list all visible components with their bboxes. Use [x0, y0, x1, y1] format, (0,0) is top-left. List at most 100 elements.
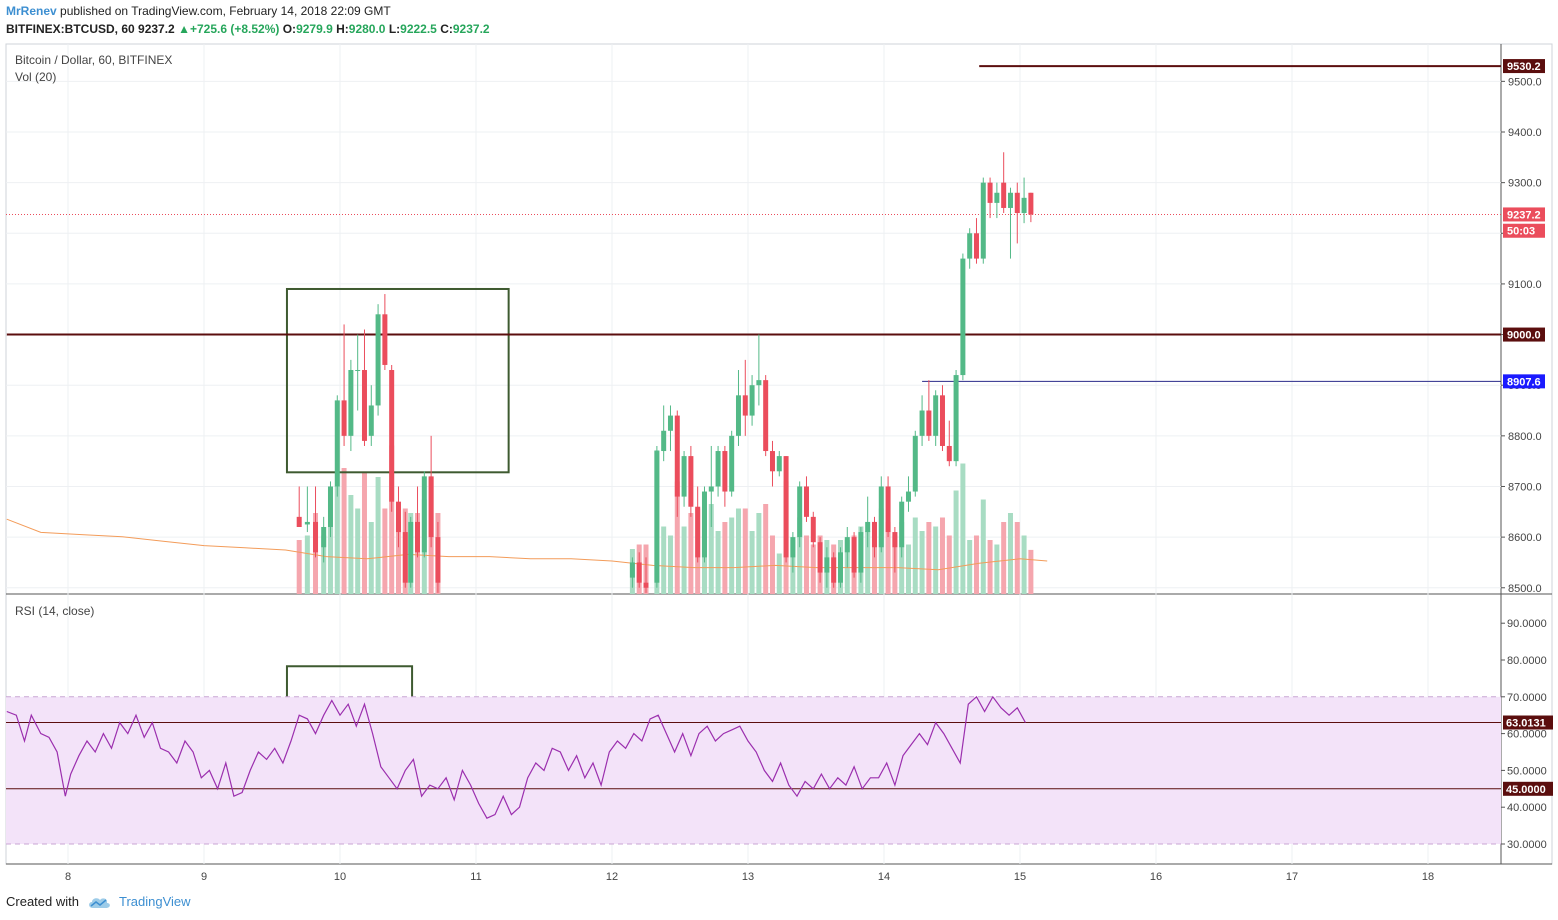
candle-body [735, 395, 741, 436]
volume-bar [382, 508, 388, 594]
candle-body [688, 456, 694, 507]
high-value: 9280.0 [348, 22, 386, 36]
candle-body [831, 557, 837, 583]
volume-bar [361, 472, 367, 594]
candle-body [1021, 197, 1027, 214]
candle-body [980, 182, 986, 259]
volume-bar [905, 544, 911, 594]
volume-bar [871, 540, 877, 594]
candle-body [858, 532, 864, 573]
volume-bar [355, 508, 361, 594]
price-axis-badge-label: 50:03 [1507, 226, 1535, 238]
price-annotation-box [285, 287, 510, 474]
candle-body [749, 385, 755, 416]
author-name[interactable]: MrRenev [6, 4, 57, 18]
volume-bar [973, 535, 979, 594]
volume-bar [749, 531, 755, 594]
volume-bar [776, 553, 782, 594]
rsi-legend: RSI (14, close) [15, 604, 95, 618]
volume-bar [1001, 522, 1007, 594]
volume-bar [708, 504, 714, 594]
candle-body [769, 451, 775, 472]
time-tick-label: 17 [1286, 871, 1298, 883]
price-tick-label: 8800.0 [1508, 431, 1542, 443]
volume-bar [865, 531, 871, 594]
candle-body [435, 537, 441, 583]
time-tick-label: 12 [606, 871, 618, 883]
volume-bar [933, 526, 939, 594]
price-tick-label: 8500.0 [1508, 583, 1542, 595]
volume-bar [729, 517, 735, 594]
time-tick-label: 18 [1422, 871, 1434, 883]
volume-bar [763, 504, 769, 594]
price-axis-badge-label: 9237.2 [1507, 209, 1541, 221]
candle-body [1014, 192, 1020, 214]
volume-bar [395, 522, 401, 594]
price-tick-label: 8600.0 [1508, 532, 1542, 544]
volume-bar [341, 468, 347, 594]
candle-body [636, 562, 642, 583]
rsi-axis-badge [1503, 781, 1553, 796]
volume-bar [960, 463, 966, 594]
candle-body [776, 456, 782, 472]
volume-bar [742, 508, 748, 594]
price-axis-badge-label: 9530.2 [1507, 61, 1541, 73]
price-tick-label: 8700.0 [1508, 481, 1542, 493]
candle-body [296, 516, 302, 527]
footer: Created with TradingView [6, 894, 191, 909]
candle-body [844, 537, 850, 553]
candle-body [674, 415, 680, 497]
candle-body [933, 395, 939, 436]
candle-body [313, 521, 319, 553]
candle-body [946, 445, 952, 462]
high-label: H: [336, 22, 349, 36]
volume-bar [967, 540, 973, 594]
rsi-tick-label: 30.0000 [1507, 839, 1547, 851]
candle-body [375, 314, 381, 406]
symbol-line: BITFINEX:BTCUSD, 60 9237.2 ▲+725.6 (+8.5… [6, 22, 490, 36]
rsi-axis-badge [1503, 715, 1553, 730]
low-label: L: [388, 22, 401, 36]
rsi-tick-label: 90.0000 [1507, 618, 1547, 630]
volume-bar [348, 495, 354, 594]
volume-bar [688, 513, 694, 594]
time-tick-label: 16 [1150, 871, 1162, 883]
volume-bar [803, 535, 809, 594]
rsi-tick-label: 40.0000 [1507, 802, 1547, 814]
price-axis-badge [1503, 327, 1545, 342]
price-axis-badge-label: 9000.0 [1507, 330, 1541, 342]
candle-body [722, 451, 728, 492]
candle-body [790, 537, 796, 558]
rsi-line [6, 695, 1026, 819]
rsi-axis-badge-label: 63.0131 [1506, 718, 1546, 730]
tradingview-brand-link[interactable]: TradingView [118, 894, 191, 909]
volume-bar [1014, 522, 1020, 594]
volume-bar [667, 535, 673, 594]
candle-body [994, 192, 1000, 203]
symbol-name: BITFINEX:BTCUSD, 60 [6, 22, 135, 36]
volume-bar [715, 531, 721, 594]
price-tick-label: 9500.0 [1508, 76, 1542, 88]
candle-body [797, 486, 803, 538]
candle-body [824, 557, 830, 573]
price-change: +725.6 (+8.52%) [189, 22, 280, 36]
volume-bar [926, 522, 932, 594]
volume-bar [722, 522, 728, 594]
volume-bar [919, 531, 925, 594]
price-axis-badge [1503, 207, 1545, 222]
published-text: published on TradingView.com, February 1… [60, 4, 391, 18]
candle-body [885, 486, 891, 533]
time-tick-label: 13 [742, 871, 754, 883]
up-arrow-icon: ▲ [178, 22, 190, 36]
candle-body [661, 430, 667, 452]
candle-body [402, 532, 408, 583]
candle-body [382, 314, 388, 365]
candle-body [629, 562, 635, 578]
candle-body [695, 506, 701, 558]
candle-body [304, 521, 310, 525]
candle-body [428, 476, 434, 538]
volume-bar [304, 535, 310, 594]
candle-body [905, 491, 911, 502]
price-tick-label: 9300.0 [1508, 178, 1542, 190]
